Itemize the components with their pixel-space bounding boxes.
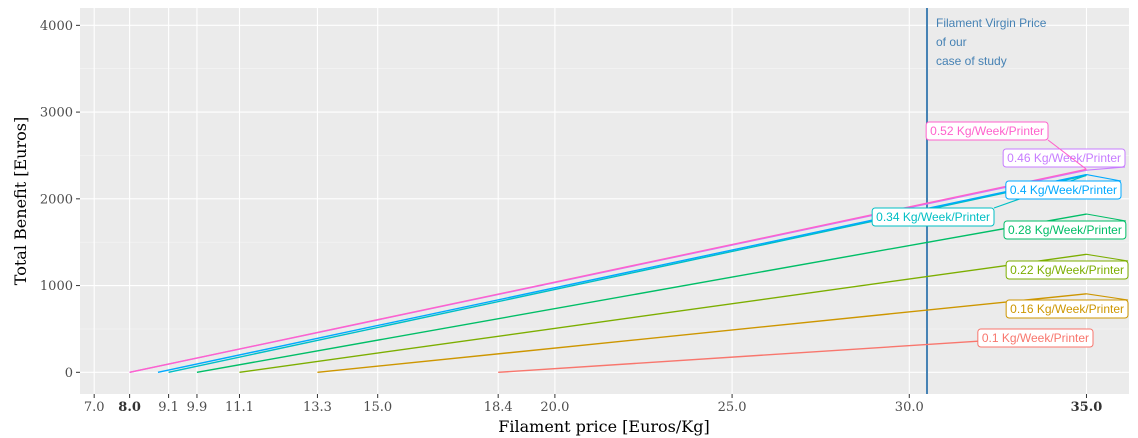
- label-box: [1005, 299, 1129, 319]
- y-tick-label: 4000: [40, 19, 73, 34]
- series-line-0-52-kg-week-printer: [129, 168, 1087, 373]
- label-text: 0.34 Kg/Week/Printer: [876, 210, 990, 224]
- label-box: [1005, 180, 1122, 200]
- series-label-0-28-kg-week-printer: 0.28 Kg/Week/Printer: [1003, 213, 1127, 240]
- series-line-0-28-kg-week-printer: [196, 213, 1087, 374]
- x-tick-label: 18.4: [484, 400, 513, 415]
- label-box: [1005, 260, 1129, 280]
- label-box: [925, 121, 1049, 141]
- label-text: 0.46 Kg/Week/Printer: [1007, 151, 1121, 165]
- series-line-0-22-kg-week-printer: [239, 253, 1087, 374]
- label-connector: [1086, 213, 1126, 222]
- minor-grid: [80, 68, 1129, 330]
- series-label-0-1-kg-week-printer: 0.1 Kg/Week/Printer: [977, 328, 1094, 348]
- virgin-price-annotation: Filament Virgin Price of our case of study: [936, 16, 1047, 68]
- x-tick-label: 30.0: [895, 400, 924, 415]
- x-tick-label: 13.3: [303, 400, 332, 415]
- series-label-0-46-kg-week-printer: 0.46 Kg/Week/Printer: [1002, 148, 1126, 171]
- x-axis-ticks: 7.0 8.0 9.1 9.9 11.1 13.3 15.0 18.4 20.0 25.0 30.0…: [84, 394, 1102, 415]
- label-connector: [1047, 139, 1087, 170]
- y-tick-label: 2000: [40, 192, 73, 207]
- y-axis-ticks: 0 1000 2000 3000 4000: [40, 19, 80, 381]
- x-tick-label: 25.0: [718, 400, 747, 415]
- x-tick-label: 9.9: [187, 400, 208, 415]
- y-tick-label: 0: [65, 366, 73, 381]
- label-text: 0.22 Kg/Week/Printer: [1010, 263, 1124, 277]
- label-box: [977, 328, 1094, 348]
- label-text: 0.4 Kg/Week/Printer: [1010, 183, 1117, 197]
- virgin-price-line-layer: Filament Virgin Price of our case of study: [925, 8, 1047, 394]
- series-label-0-22-kg-week-printer: 0.22 Kg/Week/Printer: [1005, 253, 1129, 280]
- label-text: 0.16 Kg/Week/Printer: [1010, 302, 1124, 316]
- x-tick-label: 11.1: [225, 400, 254, 415]
- series-label-0-52-kg-week-printer: 0.52 Kg/Week/Printer: [925, 121, 1087, 170]
- series-label-0-4-kg-week-printer: 0.4 Kg/Week/Printer: [1005, 174, 1122, 200]
- label-connector: [1086, 166, 1126, 171]
- label-connector: [1086, 293, 1129, 301]
- label-box: [1002, 148, 1126, 168]
- label-box: [871, 207, 995, 227]
- x-tick-label: 15.0: [363, 400, 392, 415]
- x-tick-label: 35.0: [1071, 400, 1103, 415]
- x-tick-label: 20.0: [540, 400, 569, 415]
- x-tick-label: 9.1: [158, 400, 179, 415]
- label-connector: [1086, 253, 1129, 262]
- label-connector: [1086, 174, 1122, 182]
- y-tick-label: 3000: [40, 106, 73, 121]
- x-tick-label: 8.0: [118, 400, 141, 415]
- plot-panel: [80, 8, 1129, 394]
- x-tick-label: 7.0: [84, 400, 105, 415]
- label-text: 0.52 Kg/Week/Printer: [930, 124, 1044, 138]
- label-text: 0.1 Kg/Week/Printer: [982, 331, 1089, 345]
- y-tick-label: 1000: [40, 279, 73, 294]
- y-axis-title: Total Benefit [Euros]: [11, 117, 30, 285]
- series-label-0-16-kg-week-printer: 0.16 Kg/Week/Printer: [1005, 293, 1129, 319]
- series-line-0-16-kg-week-printer: [317, 293, 1087, 374]
- label-text: 0.28 Kg/Week/Printer: [1008, 223, 1122, 237]
- series-labels: 0.1 Kg/Week/Printer 0.16 Kg/Week/Printer 0…: [871, 121, 1129, 348]
- label-box: [1003, 220, 1127, 240]
- x-axis-title: Filament price [Euros/Kg]: [498, 417, 709, 436]
